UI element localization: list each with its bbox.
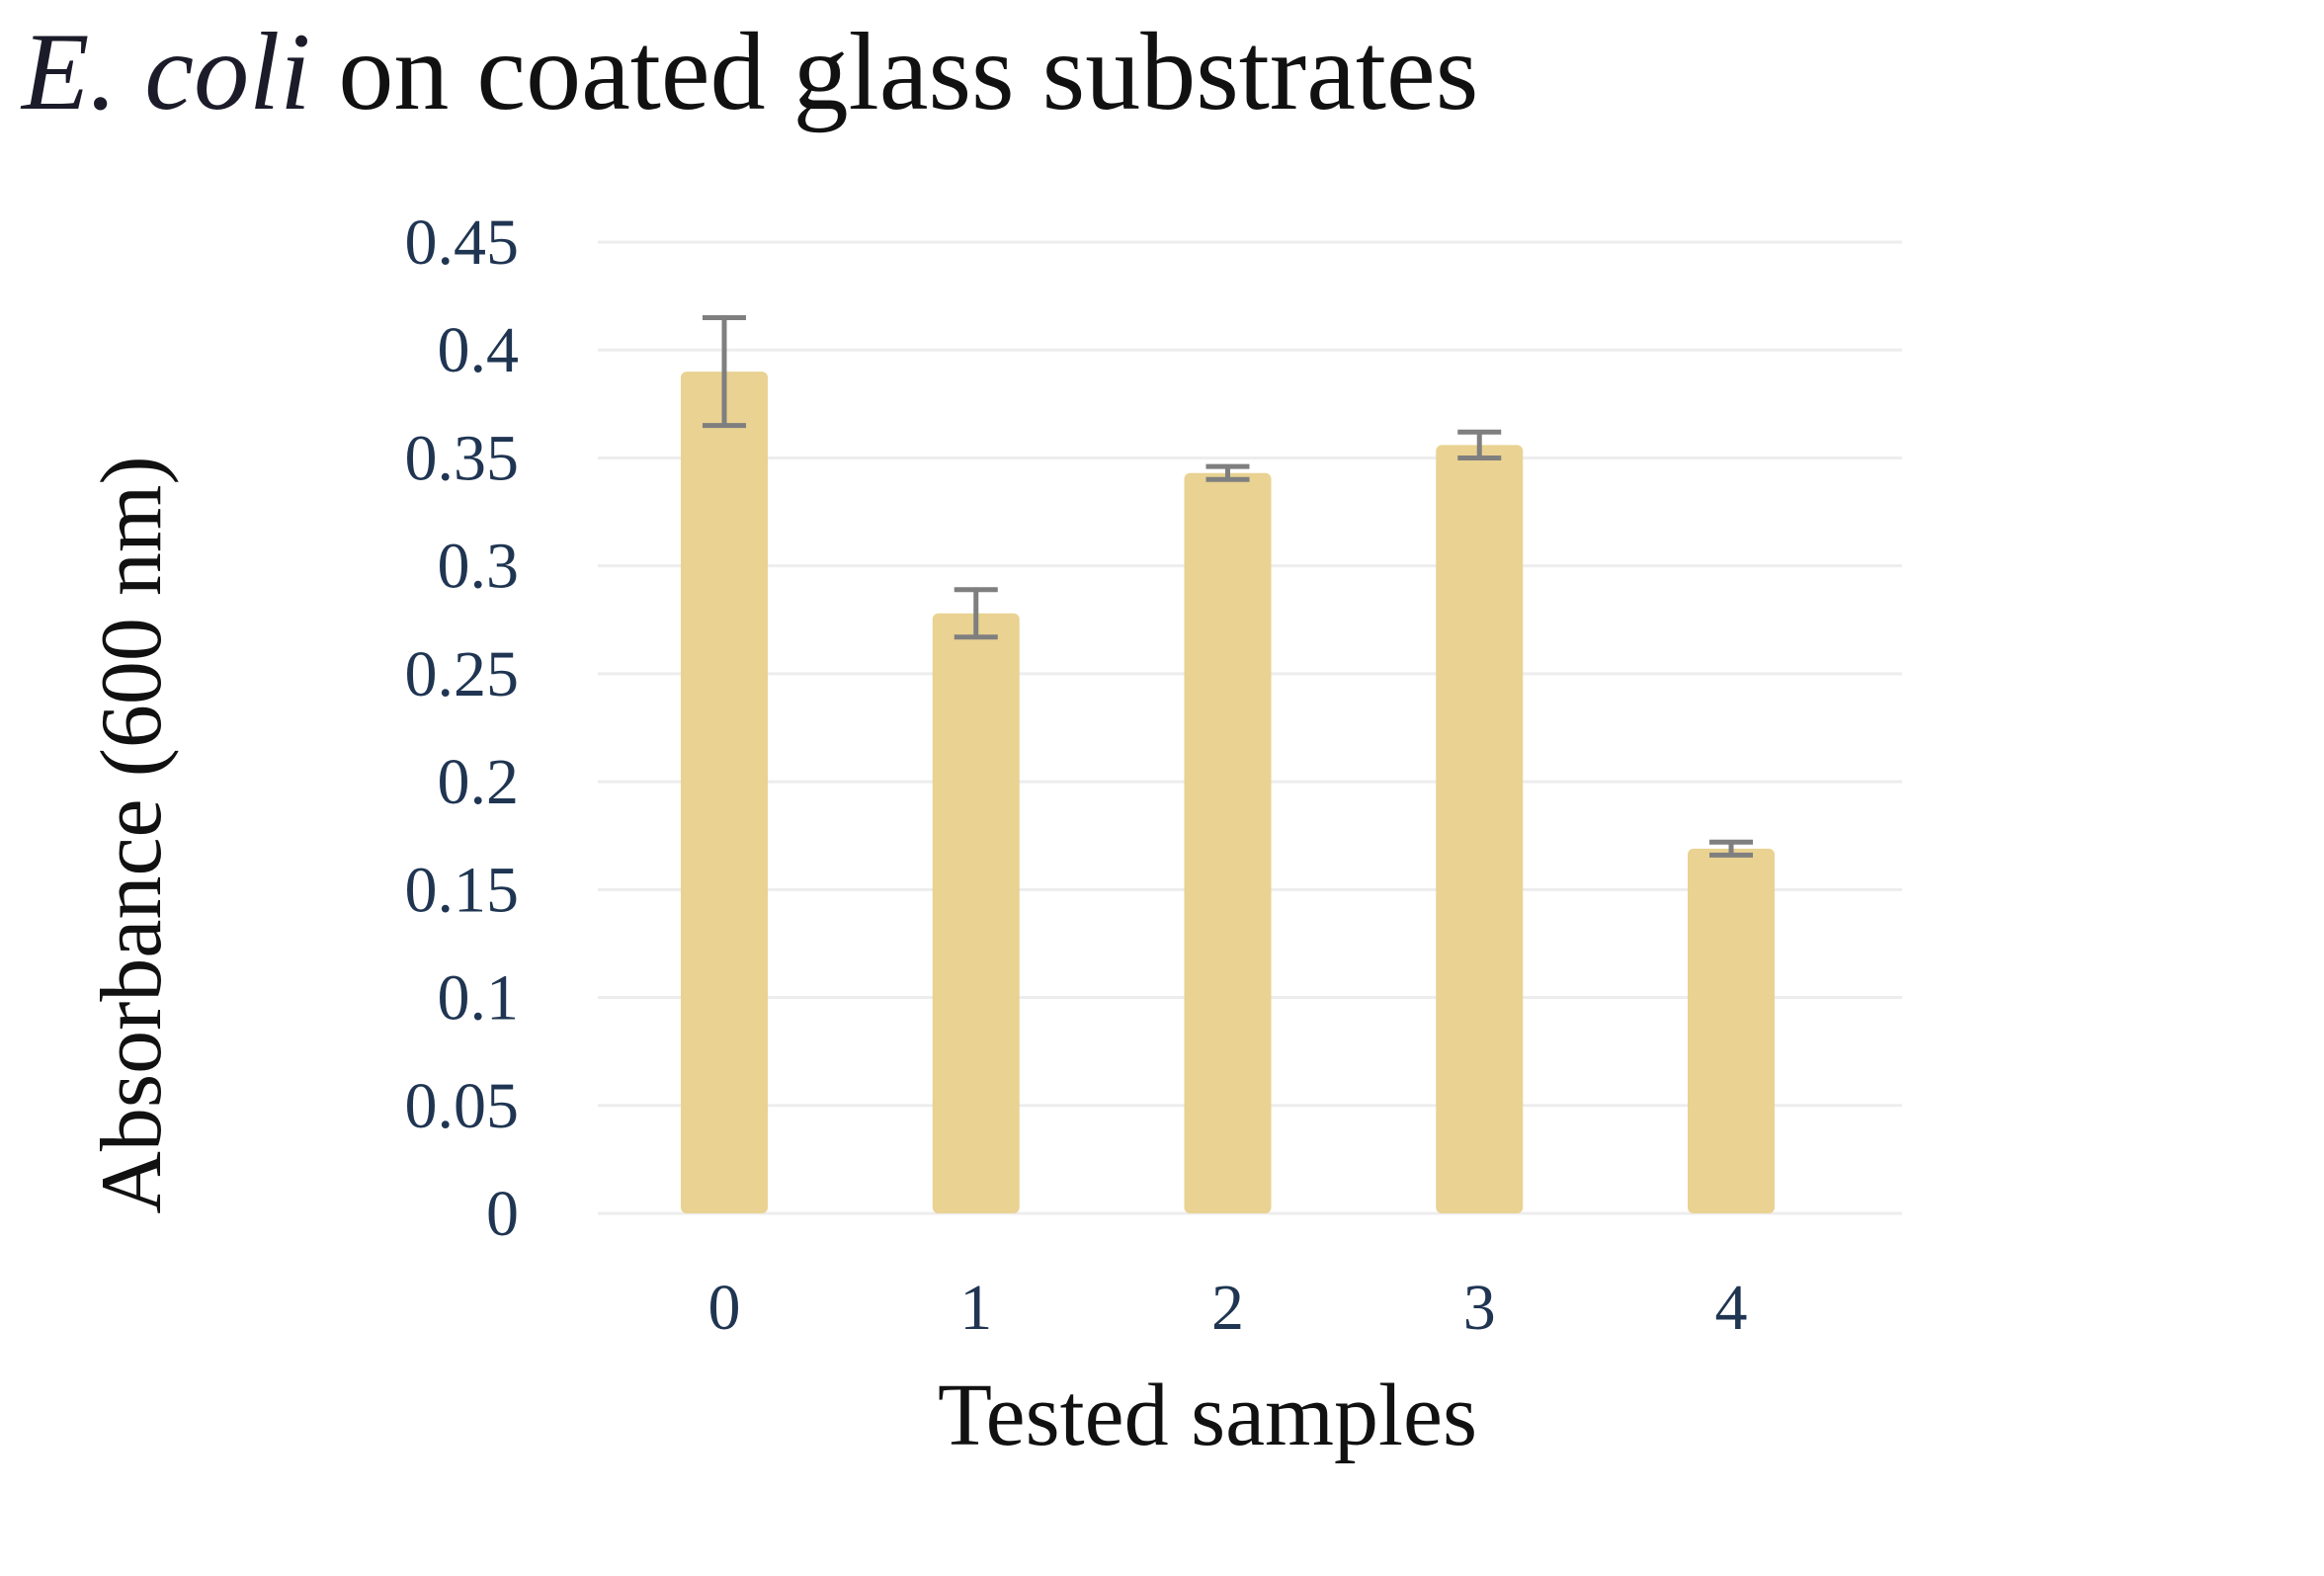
error-bar — [1709, 839, 1753, 858]
y-tick-label: 0.05 — [405, 1070, 520, 1142]
error-bar — [703, 314, 746, 429]
y-axis-title: Absorbance (600 nm) — [84, 456, 180, 1213]
bars — [681, 372, 1775, 1214]
error-bar — [954, 587, 998, 640]
y-tick-label: 0.2 — [438, 746, 520, 818]
bar — [1184, 472, 1272, 1213]
x-axis-title: Tested samples — [938, 1367, 1477, 1464]
y-tick-label: 0.15 — [405, 854, 520, 926]
y-tick-label: 0.35 — [405, 422, 520, 494]
y-tick-label: 0.45 — [405, 207, 520, 279]
x-tick-label: 0 — [708, 1272, 741, 1344]
y-tick-label: 0.1 — [438, 962, 520, 1035]
y-tick-label: 0.25 — [405, 638, 520, 710]
bar — [932, 613, 1020, 1213]
y-tick-labels: 0 0.05 0.1 0.15 0.2 0.25 0.3 0.35 0.4 0.45 — [405, 207, 520, 1250]
error-bar — [1205, 463, 1250, 482]
bar — [1436, 445, 1524, 1213]
x-tick-label: 1 — [959, 1272, 992, 1344]
chart-title: E. coli on coated glass substrates — [20, 11, 1478, 133]
x-tick-labels: 0 1 2 3 4 — [708, 1272, 1748, 1344]
error-bar — [1457, 429, 1502, 460]
chart-title-rest: on coated glass substrates — [310, 11, 1478, 133]
bar — [1688, 848, 1775, 1213]
y-tick-label: 0 — [486, 1178, 519, 1250]
y-tick-label: 0.3 — [438, 531, 520, 603]
x-tick-label: 2 — [1211, 1272, 1244, 1344]
bar — [681, 372, 768, 1214]
error-bars — [703, 314, 1753, 858]
y-tick-label: 0.4 — [438, 314, 520, 386]
x-tick-label: 4 — [1715, 1272, 1748, 1344]
x-tick-label: 3 — [1463, 1272, 1496, 1344]
chart-title-italic: E. coli — [20, 11, 310, 133]
